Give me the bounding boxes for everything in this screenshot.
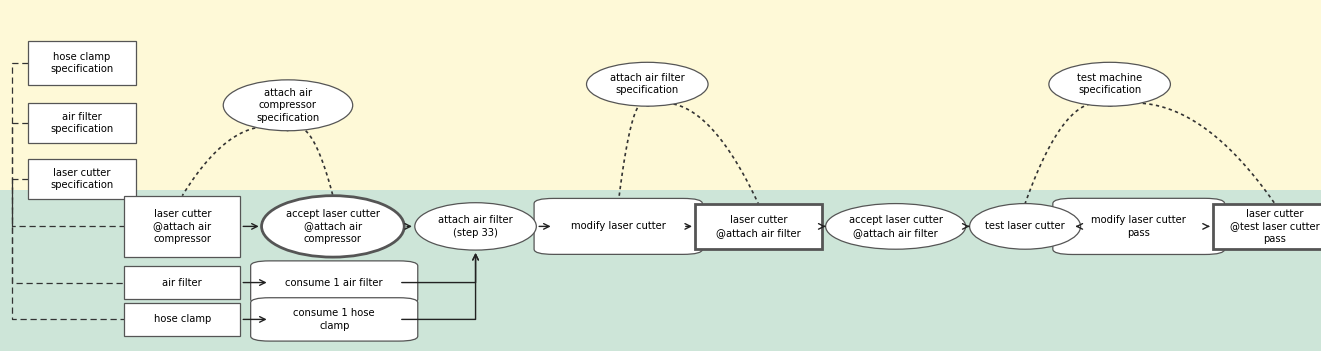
- Text: laser cutter
@test laser cutter
pass: laser cutter @test laser cutter pass: [1230, 209, 1320, 244]
- Ellipse shape: [587, 62, 708, 106]
- Text: attach air filter
(step 33): attach air filter (step 33): [439, 215, 513, 238]
- Text: attach air filter
specification: attach air filter specification: [610, 73, 684, 95]
- Text: test laser cutter: test laser cutter: [985, 221, 1065, 231]
- FancyBboxPatch shape: [28, 102, 136, 143]
- Ellipse shape: [970, 204, 1081, 249]
- FancyBboxPatch shape: [251, 261, 417, 304]
- FancyBboxPatch shape: [28, 159, 136, 199]
- FancyBboxPatch shape: [0, 0, 1321, 190]
- Text: air filter: air filter: [162, 278, 202, 287]
- Text: hose clamp: hose clamp: [153, 314, 211, 324]
- Text: consume 1 air filter: consume 1 air filter: [285, 278, 383, 287]
- Text: laser cutter
@attach air filter: laser cutter @attach air filter: [716, 215, 801, 238]
- Text: hose clamp
specification: hose clamp specification: [50, 52, 114, 74]
- Text: consume 1 hose
clamp: consume 1 hose clamp: [293, 308, 375, 331]
- Text: attach air
compressor
specification: attach air compressor specification: [256, 88, 320, 123]
- FancyBboxPatch shape: [534, 198, 703, 254]
- FancyBboxPatch shape: [0, 190, 1321, 351]
- FancyBboxPatch shape: [251, 298, 417, 341]
- FancyBboxPatch shape: [124, 303, 240, 336]
- FancyBboxPatch shape: [1053, 198, 1225, 254]
- FancyBboxPatch shape: [1213, 204, 1321, 249]
- Ellipse shape: [1049, 62, 1170, 106]
- Text: modify laser cutter: modify laser cutter: [571, 221, 666, 231]
- Text: laser cutter
@attach air
compressor: laser cutter @attach air compressor: [153, 209, 211, 244]
- Text: accept laser cutter
@attach air filter: accept laser cutter @attach air filter: [848, 215, 943, 238]
- Ellipse shape: [223, 80, 353, 131]
- Ellipse shape: [262, 196, 404, 257]
- Text: laser cutter
specification: laser cutter specification: [50, 168, 114, 190]
- FancyBboxPatch shape: [124, 196, 240, 257]
- Text: air filter
specification: air filter specification: [50, 112, 114, 134]
- Text: accept laser cutter
@attach air
compressor: accept laser cutter @attach air compress…: [285, 209, 380, 244]
- Ellipse shape: [415, 203, 536, 250]
- FancyBboxPatch shape: [28, 41, 136, 85]
- Text: modify laser cutter
pass: modify laser cutter pass: [1091, 215, 1186, 238]
- FancyBboxPatch shape: [124, 266, 240, 299]
- FancyBboxPatch shape: [695, 204, 822, 249]
- Text: test machine
specification: test machine specification: [1077, 73, 1143, 95]
- Ellipse shape: [826, 204, 966, 249]
